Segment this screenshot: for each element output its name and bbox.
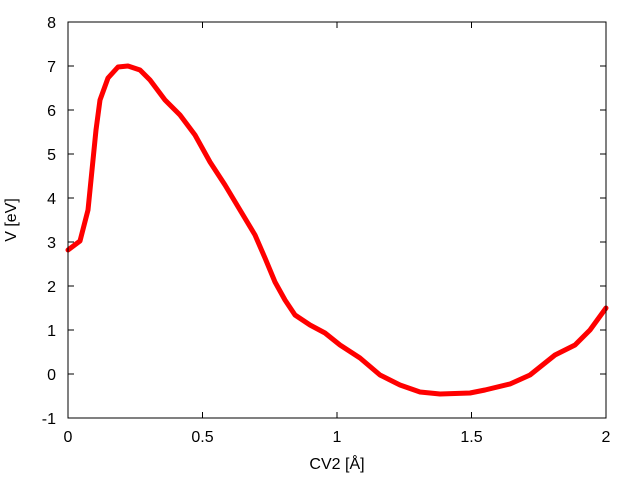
y-tick-label: 3: [47, 235, 56, 252]
tick-labels: 0 0.5 1 1.5 2 -1 0 1 2 3 4 5 6 7 8: [42, 15, 611, 446]
y-tick-label: 1: [47, 323, 56, 340]
x-tick-label: 2: [602, 429, 611, 446]
x-tick-label: 1.5: [460, 429, 482, 446]
y-tick-label: -1: [42, 411, 56, 428]
y-tick-label: 6: [47, 103, 56, 120]
plot-frame: [67, 21, 607, 419]
y-tick-label: 7: [47, 59, 56, 76]
data-series-line: [65, 63, 609, 397]
y-tick-label: 2: [47, 279, 56, 296]
x-axis-label: CV2 [Å]: [309, 454, 364, 473]
x-tick-label: 0.5: [191, 429, 213, 446]
y-tick-label: 0: [47, 367, 56, 384]
x-tick-label: 0: [64, 429, 73, 446]
y-tick-label: 8: [47, 15, 56, 32]
x-tick-label: 1: [333, 429, 342, 446]
y-axis-label: V [eV]: [3, 198, 20, 242]
y-tick-label: 5: [47, 147, 56, 164]
y-tick-label: 4: [47, 191, 56, 208]
